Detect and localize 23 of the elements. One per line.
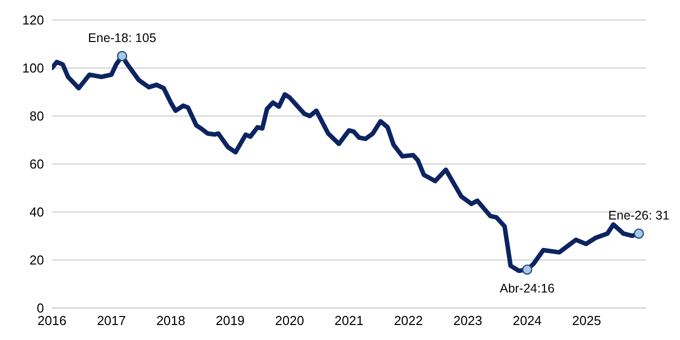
- x-tick-label: 2021: [334, 313, 364, 328]
- x-tick-label: 2020: [275, 313, 304, 328]
- y-tick-label: 0: [36, 300, 44, 316]
- point: [634, 228, 644, 239]
- y-tick-label: 120: [22, 12, 44, 28]
- y-tick-label: 20: [30, 252, 44, 268]
- x-tick-label: 2016: [38, 313, 66, 328]
- x-tick-label: 2023: [453, 313, 482, 328]
- point: [522, 264, 532, 275]
- x-tick-label: 2022: [394, 313, 423, 328]
- x-tick-label: 2019: [216, 313, 245, 328]
- y-tick-label: 60: [30, 156, 44, 172]
- x-tick-label: 2025: [572, 313, 602, 328]
- annotation: Abr-24:16: [500, 281, 555, 296]
- point: [116, 50, 128, 62]
- annotation: Ene-18: 105: [88, 31, 156, 45]
- annotation: Ene-26: 31: [608, 208, 670, 223]
- y-tick-label: 80: [30, 108, 44, 124]
- y-tick-label: 100: [22, 60, 44, 76]
- x-tick-label: 2024: [512, 313, 542, 328]
- x-tick-label: 2018: [156, 313, 186, 328]
- y-tick-label: 40: [30, 204, 44, 220]
- x-tick-label: 2017: [96, 313, 126, 328]
